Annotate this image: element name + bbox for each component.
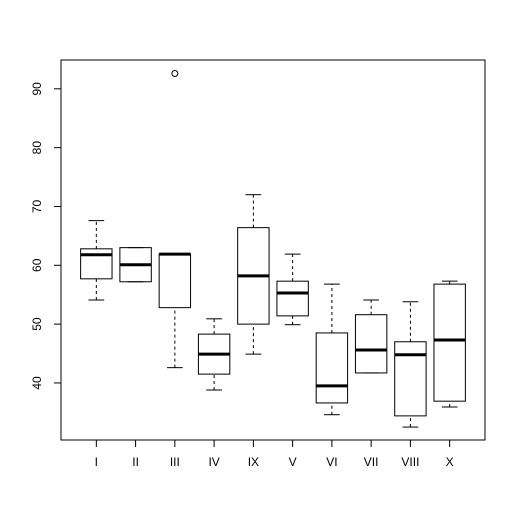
y-tick-label: 40 <box>30 376 44 390</box>
x-tick-label: IX <box>248 455 259 469</box>
box <box>158 253 192 309</box>
box <box>276 280 309 317</box>
box <box>315 332 349 404</box>
x-tick-label: III <box>170 455 180 469</box>
box <box>354 314 388 374</box>
x-tick-label: V <box>289 455 297 469</box>
plot-frame <box>60 59 486 441</box>
x-tick-label: VI <box>326 455 337 469</box>
y-tick-label: 70 <box>30 199 44 213</box>
x-tick-label: VII <box>364 455 379 469</box>
box <box>433 283 466 402</box>
x-tick-label: IV <box>208 455 219 469</box>
box <box>394 341 427 417</box>
x-tick-label: X <box>446 455 454 469</box>
x-tick-label: I <box>95 455 98 469</box>
y-tick-label: 50 <box>30 317 44 331</box>
x-tick-label: VIII <box>401 455 419 469</box>
y-tick-label: 90 <box>30 82 44 96</box>
outlier <box>171 70 179 78</box>
y-tick-label: 60 <box>30 258 44 272</box>
x-tick-label: II <box>132 455 139 469</box>
box <box>80 248 113 280</box>
y-tick-label: 80 <box>30 141 44 155</box>
